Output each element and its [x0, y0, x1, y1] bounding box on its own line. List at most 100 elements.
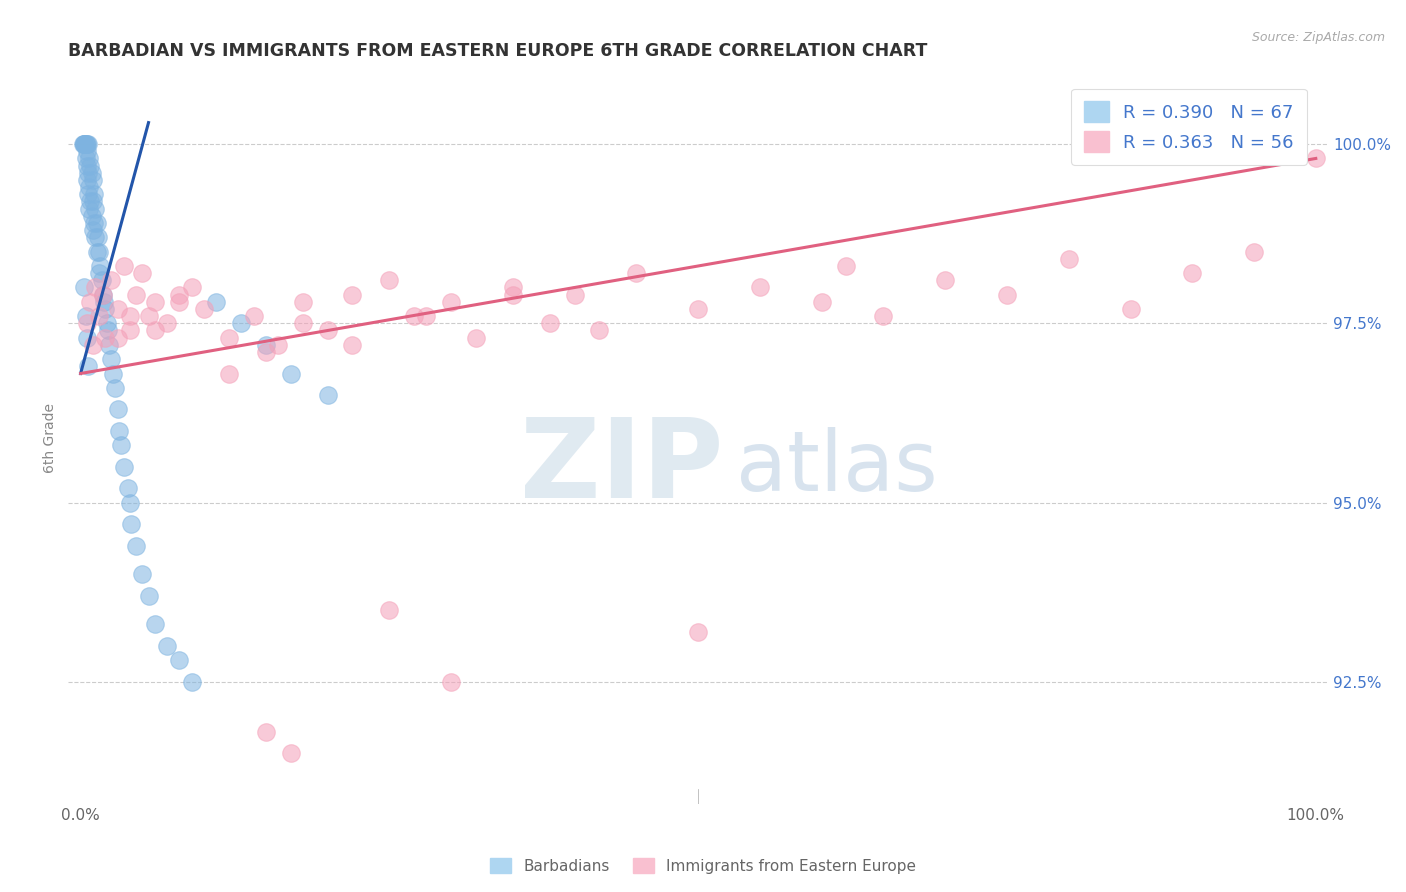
- Point: [502, 280, 524, 294]
- Point: [87, 309, 110, 323]
- Point: [378, 603, 401, 617]
- Point: [107, 402, 129, 417]
- Point: [76, 145, 98, 159]
- Point: [118, 324, 141, 338]
- Y-axis label: 6th Grade: 6th Grade: [44, 403, 58, 473]
- Point: [280, 747, 302, 761]
- Point: [98, 338, 121, 352]
- Point: [75, 152, 97, 166]
- Point: [75, 137, 97, 152]
- Point: [73, 137, 96, 152]
- Point: [749, 280, 772, 294]
- Point: [1119, 301, 1142, 316]
- Point: [316, 324, 339, 338]
- Point: [291, 294, 314, 309]
- Point: [156, 639, 179, 653]
- Point: [125, 287, 148, 301]
- Point: [72, 137, 94, 152]
- Point: [100, 273, 122, 287]
- Point: [1243, 244, 1265, 259]
- Point: [82, 223, 104, 237]
- Point: [84, 230, 107, 244]
- Point: [80, 166, 103, 180]
- Point: [118, 309, 141, 323]
- Point: [342, 287, 364, 301]
- Point: [342, 338, 364, 352]
- Point: [118, 495, 141, 509]
- Point: [205, 294, 228, 309]
- Point: [143, 324, 166, 338]
- Point: [464, 331, 486, 345]
- Point: [77, 180, 100, 194]
- Point: [75, 137, 97, 152]
- Point: [87, 266, 110, 280]
- Point: [108, 424, 131, 438]
- Point: [77, 152, 100, 166]
- Point: [131, 567, 153, 582]
- Point: [156, 316, 179, 330]
- Point: [86, 216, 108, 230]
- Legend: R = 0.390   N = 67, R = 0.363   N = 56: R = 0.390 N = 67, R = 0.363 N = 56: [1071, 89, 1306, 165]
- Point: [73, 137, 96, 152]
- Text: ZIP: ZIP: [520, 414, 723, 521]
- Point: [169, 294, 191, 309]
- Point: [835, 259, 858, 273]
- Point: [120, 516, 142, 531]
- Point: [218, 367, 240, 381]
- Point: [80, 209, 103, 223]
- Point: [94, 331, 117, 345]
- Point: [138, 589, 160, 603]
- Point: [254, 338, 277, 352]
- Point: [100, 352, 122, 367]
- Point: [79, 159, 101, 173]
- Point: [254, 345, 277, 359]
- Point: [107, 331, 129, 345]
- Legend: Barbadians, Immigrants from Eastern Europe: Barbadians, Immigrants from Eastern Euro…: [484, 852, 922, 880]
- Point: [872, 309, 894, 323]
- Point: [77, 166, 100, 180]
- Text: Source: ZipAtlas.com: Source: ZipAtlas.com: [1251, 31, 1385, 45]
- Point: [91, 287, 114, 301]
- Text: BARBADIAN VS IMMIGRANTS FROM EASTERN EUROPE 6TH GRADE CORRELATION CHART: BARBADIAN VS IMMIGRANTS FROM EASTERN EUR…: [69, 42, 928, 60]
- Point: [316, 388, 339, 402]
- Point: [404, 309, 426, 323]
- Point: [502, 287, 524, 301]
- Point: [110, 438, 132, 452]
- Point: [76, 331, 98, 345]
- Point: [77, 359, 100, 374]
- Point: [84, 280, 107, 294]
- Point: [810, 294, 832, 309]
- Point: [588, 324, 610, 338]
- Point: [440, 294, 463, 309]
- Point: [169, 287, 191, 301]
- Point: [97, 324, 120, 338]
- Point: [143, 294, 166, 309]
- Point: [626, 266, 648, 280]
- Point: [117, 481, 139, 495]
- Point: [79, 294, 101, 309]
- Point: [112, 459, 135, 474]
- Point: [82, 338, 104, 352]
- Point: [84, 202, 107, 216]
- Point: [267, 338, 290, 352]
- Point: [415, 309, 437, 323]
- Point: [107, 301, 129, 316]
- Point: [254, 725, 277, 739]
- Text: atlas: atlas: [735, 426, 938, 508]
- Point: [112, 259, 135, 273]
- Point: [77, 187, 100, 202]
- Point: [90, 273, 112, 287]
- Point: [995, 287, 1018, 301]
- Point: [1305, 152, 1327, 166]
- Point: [73, 137, 96, 152]
- Point: [83, 187, 105, 202]
- Point: [73, 280, 96, 294]
- Point: [688, 624, 710, 639]
- Point: [76, 173, 98, 187]
- Point: [1057, 252, 1080, 266]
- Point: [76, 137, 98, 152]
- Point: [180, 280, 202, 294]
- Point: [138, 309, 160, 323]
- Point: [77, 137, 100, 152]
- Point: [77, 202, 100, 216]
